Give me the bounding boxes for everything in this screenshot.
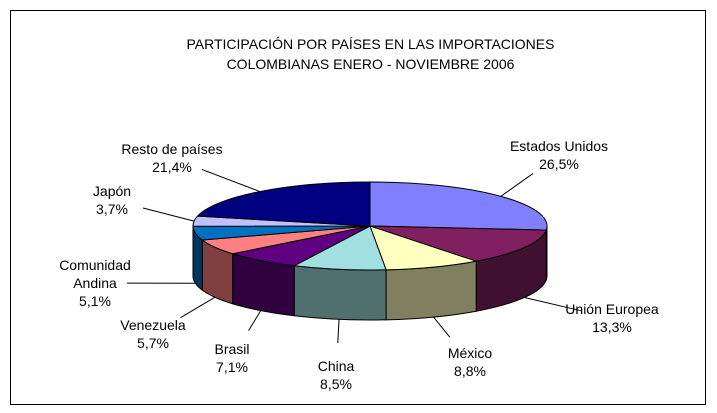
- slice: [369, 181, 548, 231]
- leader-line: [337, 319, 340, 344]
- leader-line: [180, 296, 216, 319]
- category-label: Unión Europea: [565, 301, 659, 317]
- data-label: Resto de países 21,4%: [121, 140, 222, 176]
- data-label: Comunidad Andina 5,1%: [50, 256, 140, 310]
- leader-line: [248, 310, 262, 331]
- data-label: Venezuela 5,7%: [120, 316, 185, 352]
- value-label: 8,8%: [454, 363, 486, 379]
- slice: [369, 225, 477, 271]
- category-label: Venezuela: [120, 317, 186, 333]
- category-label: México: [447, 345, 493, 361]
- title-line: PARTICIPACIÓN POR PAÍSES EN LAS IMPORTAC…: [186, 36, 555, 52]
- slice: [196, 181, 371, 227]
- value-label: 7,1%: [216, 359, 248, 375]
- category-label: China: [317, 358, 355, 374]
- data-label: Unión Europea 13,3%: [565, 300, 658, 336]
- category-label: Resto de países: [121, 141, 223, 157]
- value-label: 21,4%: [152, 159, 192, 175]
- data-label: Estados Unidos 26,5%: [510, 137, 608, 173]
- leader-line: [201, 168, 261, 193]
- leader-line: [433, 316, 451, 338]
- category-label: Comunidad Andina: [59, 257, 131, 291]
- chart-title: PARTICIPACIÓN POR PAÍSES EN LAS IMPORTAC…: [12, 34, 717, 74]
- slice: [292, 225, 387, 271]
- slice-side: [385, 260, 477, 321]
- leader-line: [500, 173, 534, 197]
- value-label: 13,3%: [592, 319, 632, 335]
- leader-line: [524, 296, 581, 312]
- leader-line: [142, 207, 195, 222]
- data-label: Brasil 7,1%: [214, 340, 249, 376]
- data-label: Japón 3,7%: [93, 182, 131, 218]
- value-label: 5,1%: [79, 293, 111, 309]
- slice-side: [293, 265, 387, 321]
- value-label: 5,7%: [137, 335, 169, 351]
- category-label: Brasil: [214, 341, 250, 357]
- category-label: Japón: [92, 183, 132, 199]
- data-label: China 8,5%: [318, 357, 355, 393]
- value-label: 26,5%: [539, 156, 579, 172]
- value-label: 8,5%: [320, 376, 352, 392]
- title-line: COLOMBIANAS ENERO - NOVIEMBRE 2006: [226, 56, 515, 72]
- data-label: México 8,8%: [448, 344, 492, 380]
- category-label: Estados Unidos: [509, 138, 609, 154]
- value-label: 3,7%: [96, 201, 128, 217]
- slice: [369, 225, 547, 262]
